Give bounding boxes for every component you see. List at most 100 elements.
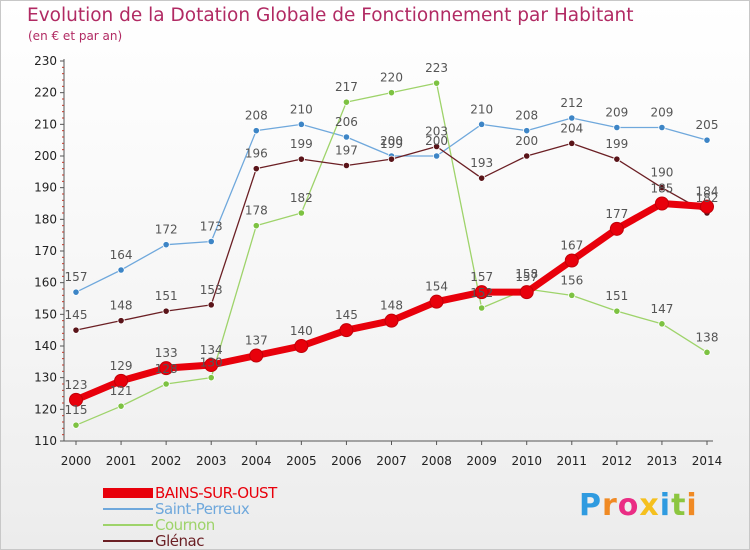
legend-swatch bbox=[103, 488, 153, 498]
data-point bbox=[658, 320, 666, 328]
data-label: 157 bbox=[470, 270, 493, 284]
data-point bbox=[613, 307, 621, 315]
data-point bbox=[568, 291, 576, 299]
data-label: 209 bbox=[650, 106, 673, 120]
data-label: 123 bbox=[65, 378, 88, 392]
data-label: 164 bbox=[110, 248, 133, 262]
y-tick-label: 180 bbox=[34, 212, 57, 226]
data-label: 153 bbox=[200, 283, 223, 297]
y-tick-label: 130 bbox=[34, 371, 57, 385]
data-label: 172 bbox=[155, 223, 178, 237]
data-label: 210 bbox=[290, 102, 313, 116]
data-point bbox=[162, 380, 170, 388]
x-tick-label: 2009 bbox=[466, 454, 497, 468]
data-label: 203 bbox=[425, 125, 448, 139]
data-label: 133 bbox=[155, 346, 178, 360]
data-label: 151 bbox=[155, 289, 178, 303]
data-point bbox=[72, 421, 80, 429]
data-label: 182 bbox=[696, 191, 719, 205]
data-label: 115 bbox=[65, 403, 88, 417]
data-point bbox=[384, 313, 399, 328]
data-label: 212 bbox=[560, 96, 583, 110]
data-label: 148 bbox=[380, 299, 403, 313]
data-label: 178 bbox=[245, 204, 268, 218]
data-point bbox=[523, 127, 531, 135]
y-tick-label: 210 bbox=[34, 117, 57, 131]
data-point bbox=[387, 155, 396, 163]
data-point bbox=[252, 222, 260, 230]
data-point bbox=[654, 196, 669, 211]
data-point bbox=[613, 123, 621, 132]
data-point bbox=[700, 199, 714, 214]
data-point bbox=[339, 323, 354, 338]
data-point bbox=[162, 241, 170, 249]
legend-label: Cournon bbox=[155, 516, 215, 534]
series-bains-sur-oust bbox=[69, 196, 714, 407]
data-point bbox=[568, 139, 576, 147]
legend-label: Glénac bbox=[155, 532, 204, 550]
data-point bbox=[568, 114, 576, 122]
data-label: 148 bbox=[110, 299, 133, 313]
data-point bbox=[478, 174, 486, 182]
y-tick-label: 160 bbox=[34, 276, 57, 290]
data-label: 167 bbox=[560, 239, 583, 253]
data-label: 182 bbox=[290, 191, 313, 205]
x-tick-label: 2013 bbox=[647, 454, 678, 468]
data-label: 200 bbox=[380, 134, 403, 148]
data-point bbox=[658, 184, 666, 192]
data-label: 206 bbox=[335, 115, 358, 129]
data-point bbox=[207, 374, 215, 382]
data-label: 130 bbox=[200, 356, 223, 370]
data-point bbox=[297, 209, 305, 217]
data-point bbox=[117, 317, 125, 325]
data-point bbox=[478, 304, 486, 312]
x-tick-label: 2014 bbox=[692, 454, 723, 468]
data-point bbox=[432, 152, 441, 160]
data-point bbox=[387, 89, 396, 97]
data-label: 156 bbox=[560, 273, 583, 287]
data-label: 121 bbox=[110, 384, 133, 398]
x-tick-label: 2010 bbox=[511, 454, 542, 468]
series-gl-nac bbox=[72, 139, 711, 334]
data-label: 200 bbox=[425, 134, 448, 148]
data-label: 157 bbox=[515, 270, 538, 284]
data-point bbox=[252, 165, 260, 173]
x-tick-label: 2004 bbox=[241, 454, 272, 468]
data-point bbox=[72, 288, 80, 296]
data-label: 145 bbox=[335, 308, 358, 322]
data-label: 173 bbox=[200, 220, 223, 234]
data-label: 177 bbox=[605, 207, 628, 221]
data-point bbox=[162, 307, 170, 315]
data-label: 205 bbox=[696, 118, 719, 132]
data-label: 185 bbox=[650, 182, 673, 196]
y-tick-label: 150 bbox=[34, 307, 57, 321]
x-tick-label: 2011 bbox=[557, 454, 588, 468]
data-point bbox=[613, 155, 621, 163]
data-point bbox=[159, 361, 174, 376]
data-label: 197 bbox=[335, 144, 358, 158]
data-label: 138 bbox=[696, 330, 719, 344]
data-point bbox=[703, 348, 711, 356]
data-label: 199 bbox=[290, 137, 313, 151]
data-label: 129 bbox=[110, 359, 133, 373]
data-point bbox=[207, 301, 215, 309]
data-point bbox=[432, 142, 441, 151]
data-label: 196 bbox=[245, 147, 268, 161]
data-label: 158 bbox=[515, 267, 538, 281]
data-label: 154 bbox=[425, 280, 448, 294]
data-label: 128 bbox=[155, 362, 178, 376]
y-tick-label: 140 bbox=[34, 339, 57, 353]
chart-subtitle: (en € et par an) bbox=[28, 29, 123, 43]
data-label: 199 bbox=[605, 137, 628, 151]
x-tick-label: 2000 bbox=[61, 454, 92, 468]
data-point bbox=[114, 373, 129, 388]
data-point bbox=[294, 339, 309, 353]
data-point bbox=[658, 123, 666, 132]
x-tick-label: 2006 bbox=[331, 454, 362, 468]
data-point bbox=[297, 120, 305, 128]
data-point bbox=[117, 402, 125, 410]
data-point bbox=[703, 136, 711, 144]
data-label: 204 bbox=[560, 121, 583, 135]
data-label: 200 bbox=[515, 134, 538, 148]
